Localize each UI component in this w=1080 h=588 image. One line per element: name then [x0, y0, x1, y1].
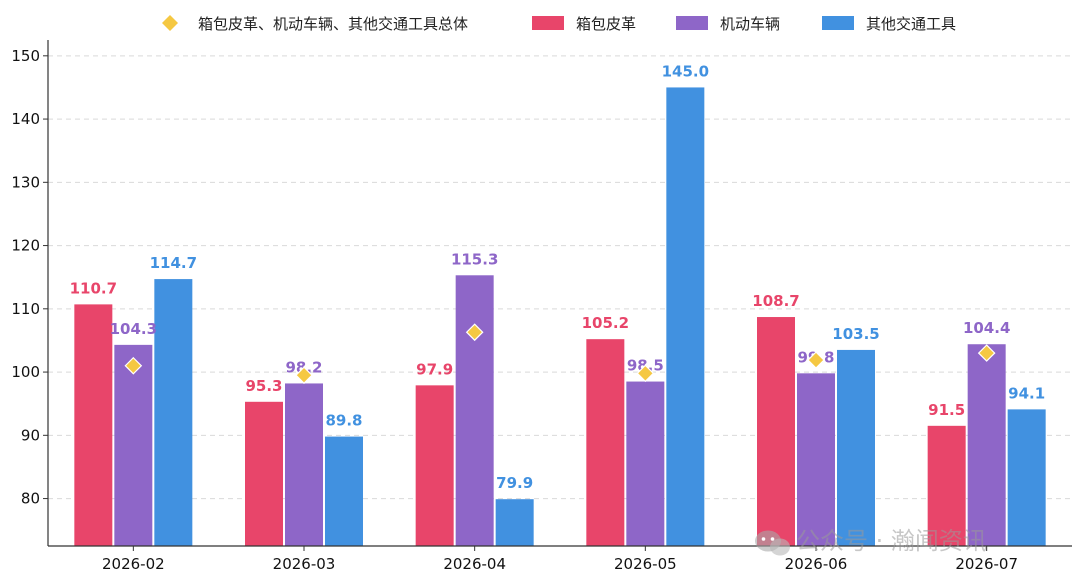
bar — [154, 279, 193, 546]
bar — [455, 275, 494, 546]
data-label: 89.8 — [325, 412, 362, 430]
legend-label: 机动车辆 — [720, 15, 780, 33]
overall-marker — [977, 344, 996, 362]
data-label: 104.3 — [110, 320, 157, 338]
y-tick-label: 110 — [11, 300, 40, 318]
data-label: 103.5 — [832, 325, 879, 343]
overall-marker — [124, 356, 143, 375]
legend-swatch — [676, 16, 708, 30]
x-tick-label: 2026-07 — [955, 555, 1018, 573]
bar — [837, 349, 875, 546]
overall-markers — [124, 323, 996, 385]
data-label: 105.2 — [582, 314, 629, 332]
data-label: 115.3 — [451, 250, 498, 268]
bar — [967, 344, 1006, 546]
bar — [586, 339, 625, 546]
legend-label: 箱包皮革 — [576, 15, 636, 33]
data-label: 110.7 — [70, 279, 117, 297]
gridlines — [48, 55, 1072, 500]
overall-marker — [295, 366, 313, 385]
legend-label-overall: 箱包皮革、机动车辆、其他交通工具总体 — [198, 15, 468, 33]
data-label: 95.3 — [245, 377, 282, 395]
data-label: 79.9 — [496, 474, 533, 492]
bar — [285, 383, 323, 546]
wechat-icon — [755, 530, 790, 556]
bar — [114, 344, 153, 546]
bar — [245, 401, 283, 546]
y-tick-label: 120 — [11, 237, 40, 255]
bars — [74, 87, 1046, 546]
bar — [666, 87, 705, 546]
x-tick-label: 2026-04 — [443, 555, 506, 573]
bar — [415, 385, 454, 546]
bar — [927, 425, 966, 546]
data-label: 91.5 — [928, 401, 965, 419]
legend-swatch — [532, 16, 564, 30]
x-tick-label: 2026-06 — [785, 555, 848, 573]
y-tick-label: 140 — [11, 110, 40, 128]
data-label: 97.9 — [416, 360, 453, 378]
data-label: 114.7 — [150, 254, 197, 272]
bar — [757, 317, 795, 546]
x-tick-label: 2026-02 — [102, 555, 165, 573]
overall-marker — [636, 364, 655, 383]
data-label: 145.0 — [662, 62, 709, 80]
x-tick-label: 2026-05 — [614, 555, 677, 573]
bar — [495, 499, 534, 546]
bar — [626, 381, 665, 546]
watermark-text: 公众号 · 瀚闻资讯 — [796, 527, 987, 555]
bar — [1007, 409, 1046, 546]
bar — [325, 436, 363, 546]
y-tick-label: 130 — [11, 173, 40, 191]
bar — [797, 373, 835, 546]
legend-label: 其他交通工具 — [866, 15, 956, 33]
overall-marker — [807, 351, 825, 369]
x-tick-label: 2026-03 — [273, 555, 336, 573]
data-label: 108.7 — [752, 292, 799, 310]
bar — [74, 304, 113, 546]
watermark: 公众号 · 瀚闻资讯 — [755, 527, 987, 556]
data-label: 94.1 — [1008, 384, 1045, 402]
y-tick-label: 90 — [21, 426, 40, 444]
overall-marker — [465, 323, 484, 342]
legend-marker-overall — [162, 15, 178, 31]
legend: 箱包皮革、机动车辆、其他交通工具总体 箱包皮革 机动车辆 其他交通工具 — [162, 15, 956, 33]
y-tick-label: 150 — [11, 47, 40, 65]
y-tick-label: 80 — [21, 490, 40, 508]
y-tick-label: 100 — [11, 363, 40, 381]
data-labels: 110.7104.3114.795.398.289.897.9115.379.9… — [70, 62, 1046, 492]
axes: 80 90 100 110 120 130 140 150 2026-02 2026-03 2026… — [11, 40, 1072, 573]
data-label: 104.4 — [963, 319, 1010, 337]
legend-swatch — [822, 16, 854, 30]
